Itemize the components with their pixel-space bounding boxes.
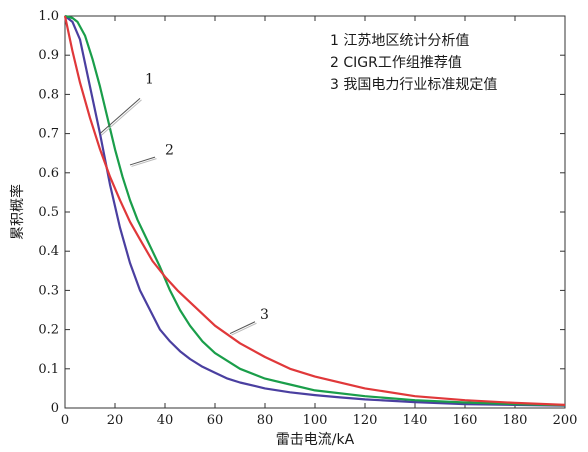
series-line-3 bbox=[63, 15, 566, 406]
callout-leader-shadow-2 bbox=[131, 158, 157, 167]
y-tick-label: 0.1 bbox=[38, 362, 59, 377]
series-line-2 bbox=[64, 14, 566, 407]
legend: 1 江苏地区统计分析值 2 CIGR工作组推荐值 3 我国电力行业标准规定值 bbox=[330, 33, 497, 93]
callout-label-3: 3 bbox=[260, 307, 269, 323]
y-tick-label: 0 bbox=[51, 401, 59, 416]
x-tick-label: 120 bbox=[353, 413, 378, 428]
x-tick-label: 60 bbox=[207, 413, 224, 428]
series-line-1 bbox=[64, 15, 566, 407]
y-tick-label: 0.4 bbox=[38, 244, 59, 259]
callout-leader-2 bbox=[129, 156, 156, 166]
x-tick-label: 160 bbox=[453, 413, 478, 428]
callout-layer: 1 2 3 bbox=[99, 72, 269, 336]
y-tick-label: 0.2 bbox=[38, 323, 59, 338]
x-axis-ticks: 0 20 40 60 80 100 120 140 160 180 200 bbox=[61, 16, 578, 428]
x-tick-label: 80 bbox=[257, 413, 274, 428]
y-axis-ticks: 0 0.1 0.2 0.3 0.4 0.5 0.6 0.7 0.8 0.9 1.0 bbox=[38, 9, 565, 416]
y-tick-label: 0.8 bbox=[38, 87, 59, 102]
series-layer bbox=[63, 14, 566, 407]
callout-leader-shadow-3 bbox=[231, 322, 257, 336]
x-tick-label: 20 bbox=[107, 413, 124, 428]
x-tick-label: 40 bbox=[157, 413, 174, 428]
callout-label-2: 2 bbox=[165, 142, 174, 158]
y-tick-label: 0.3 bbox=[38, 283, 59, 298]
callout-leader-3 bbox=[229, 321, 256, 334]
callout-leader-1 bbox=[99, 97, 141, 134]
legend-entry: 2 CIGR工作组推荐值 bbox=[330, 55, 462, 71]
x-tick-label: 100 bbox=[303, 413, 328, 428]
x-axis-title: 雷击电流/kA bbox=[276, 432, 355, 448]
x-tick-label: 200 bbox=[553, 413, 578, 428]
y-tick-label: 1.0 bbox=[38, 9, 59, 24]
callout-label-1: 1 bbox=[145, 72, 154, 88]
y-tick-label: 0.6 bbox=[38, 166, 59, 181]
x-tick-label: 180 bbox=[503, 413, 528, 428]
x-tick-label: 0 bbox=[61, 413, 69, 428]
plot-area bbox=[64, 15, 566, 409]
legend-entry: 1 江苏地区统计分析值 bbox=[330, 33, 469, 49]
callout-leader-shadow-1 bbox=[101, 99, 142, 136]
x-tick-label: 140 bbox=[403, 413, 428, 428]
legend-entry: 3 我国电力行业标准规定值 bbox=[330, 77, 497, 93]
y-tick-label: 0.9 bbox=[38, 48, 59, 63]
y-tick-label: 0.5 bbox=[38, 205, 59, 220]
y-tick-label: 0.7 bbox=[38, 127, 59, 142]
y-axis-title: 累积概率 bbox=[9, 184, 26, 240]
